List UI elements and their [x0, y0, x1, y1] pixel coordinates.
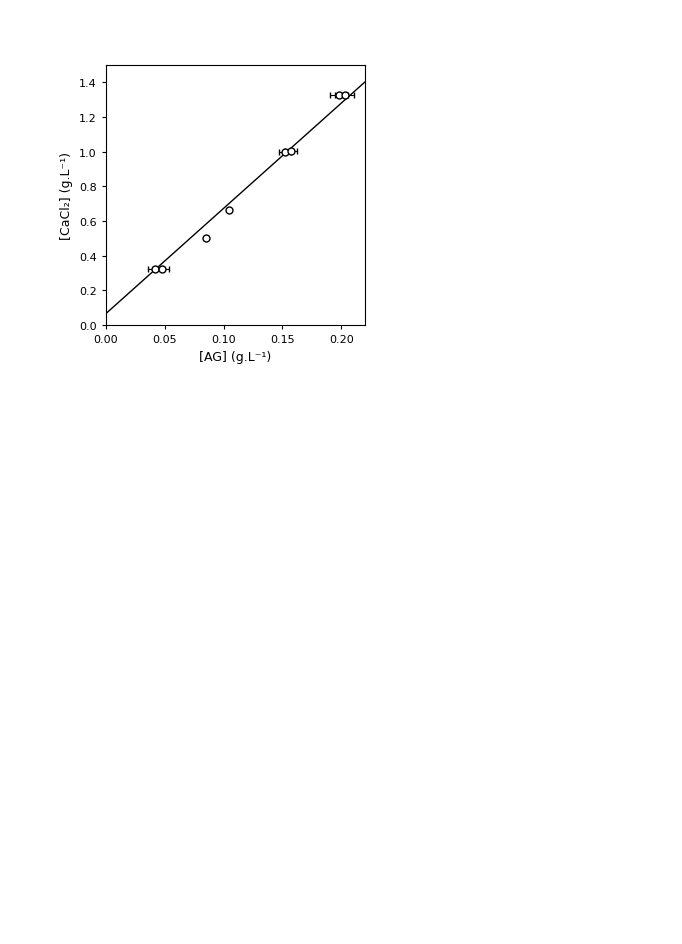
Y-axis label: [CaCl₂] (g.L⁻¹): [CaCl₂] (g.L⁻¹) [61, 152, 74, 240]
X-axis label: [AG] (g.L⁻¹): [AG] (g.L⁻¹) [199, 350, 271, 363]
